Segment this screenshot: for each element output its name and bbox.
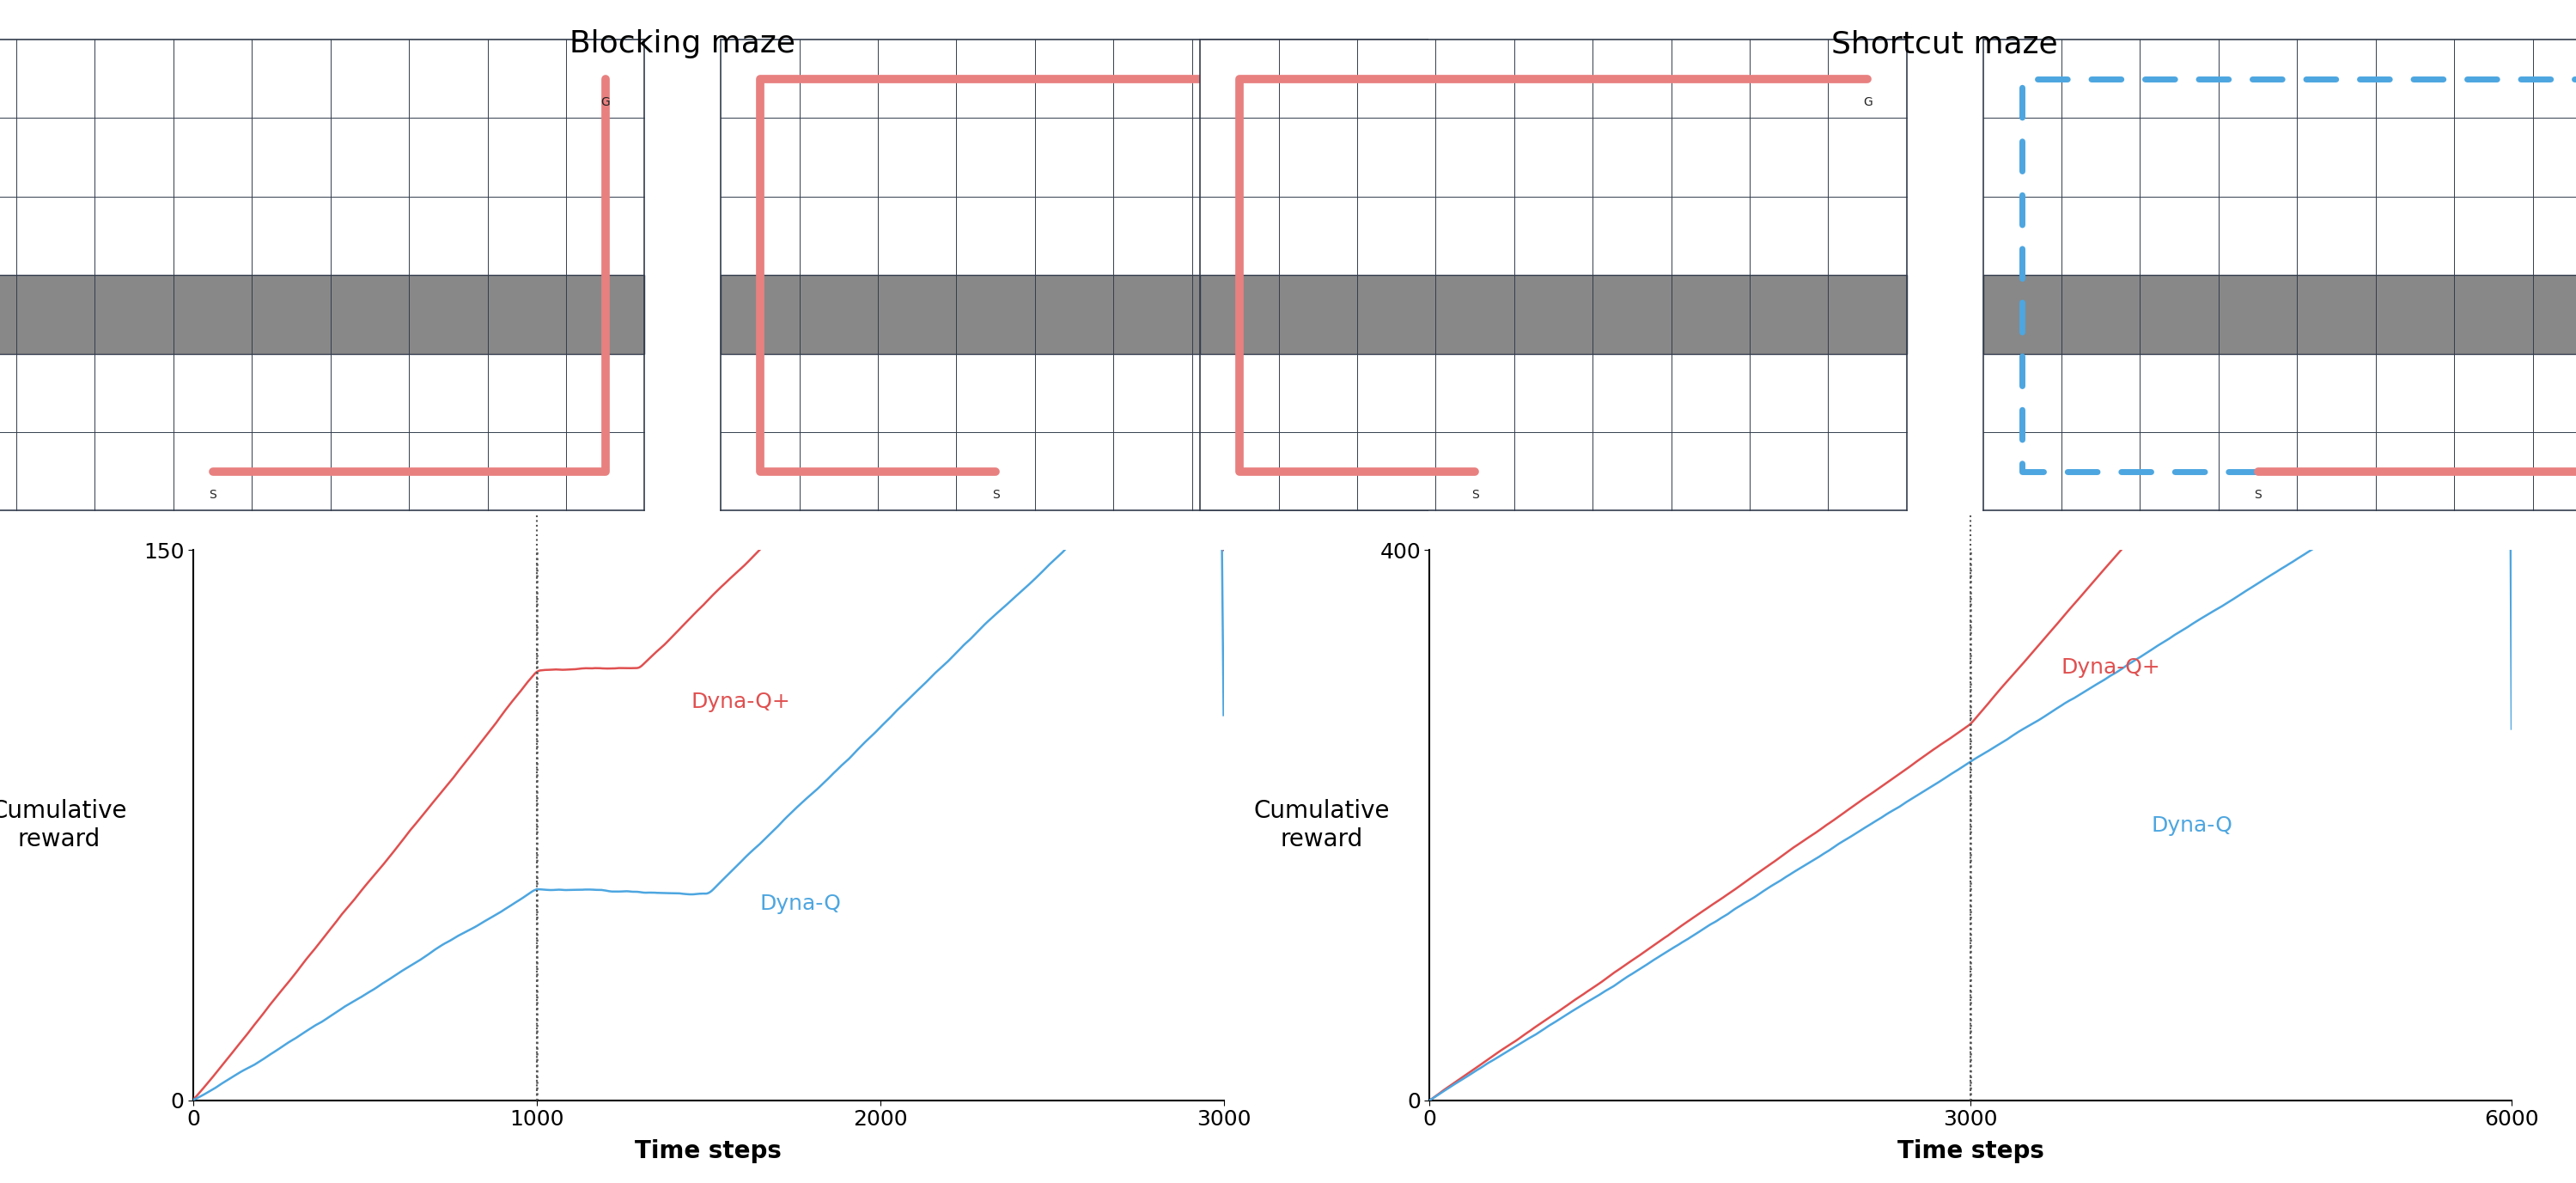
Text: G: G [1862,97,1873,109]
Text: Blocking maze: Blocking maze [569,30,796,59]
Bar [721,276,1427,354]
Text: S: S [1471,490,1479,502]
X-axis label: Time steps: Time steps [1899,1139,2043,1163]
Text: S: S [992,490,999,502]
Text: Dyna-Q+: Dyna-Q+ [690,692,791,712]
Bar [1984,276,2576,354]
Text: Dyna-Q: Dyna-Q [2151,816,2233,836]
Text: G: G [1383,97,1394,109]
Y-axis label: Cumulative
reward: Cumulative reward [0,800,126,851]
Text: S: S [2254,490,2262,502]
Text: G: G [600,97,611,109]
Text: Shortcut maze: Shortcut maze [1832,30,2058,59]
Text: S: S [209,490,216,502]
Text: Dyna-Q+: Dyna-Q+ [2061,658,2161,678]
Text: Dyna-Q: Dyna-Q [760,893,842,913]
Bar [0,276,644,354]
Bar [1200,276,1906,354]
Y-axis label: Cumulative
reward: Cumulative reward [1255,800,1388,851]
X-axis label: Time steps: Time steps [636,1139,781,1163]
